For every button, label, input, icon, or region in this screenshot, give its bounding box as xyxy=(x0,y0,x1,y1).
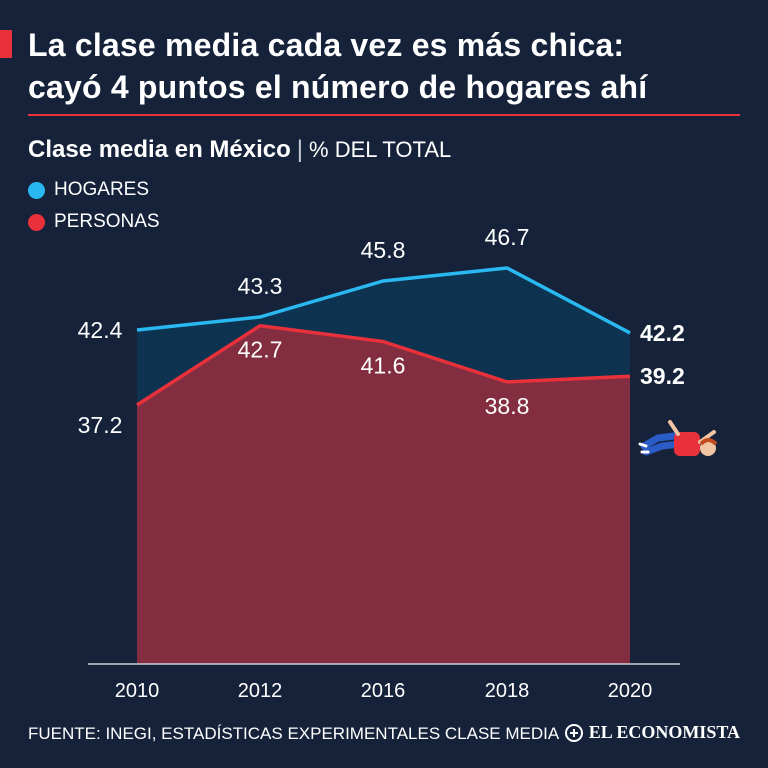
data-label-hogares-2010: 42.4 xyxy=(78,317,123,343)
data-label-personas-2018: 38.8 xyxy=(485,393,530,419)
chart-title: Clase media en México xyxy=(28,136,291,163)
area-personas xyxy=(137,325,630,664)
title-divider xyxy=(28,114,740,116)
x-tick-label-2010: 2010 xyxy=(115,680,160,702)
line-personas xyxy=(136,323,631,407)
data-label-hogares-2012: 43.3 xyxy=(238,273,283,299)
legend-dot-personas xyxy=(28,213,45,231)
headline-line-1: La clase media cada vez es más chica: xyxy=(28,27,625,63)
title-accent-bar xyxy=(0,30,12,58)
data-label-hogares-2020: 42.2 xyxy=(640,320,685,346)
legend: HOGARES PERSONAS xyxy=(28,174,160,238)
chart-subtitle: Clase media en México |% DEL TOTAL xyxy=(28,136,451,164)
subtitle-separator: | xyxy=(296,136,304,163)
brand-name: EL ECONOMISTA xyxy=(588,722,740,742)
headline-line-2: cayó 4 puntos el número de hogares ahí xyxy=(28,69,648,105)
legend-label-hogares: HOGARES xyxy=(54,179,150,200)
brand-mark-icon xyxy=(564,723,583,742)
legend-label-personas: PERSONAS xyxy=(54,211,160,232)
x-tick-label-2020: 2020 xyxy=(608,680,653,702)
line-hogares xyxy=(136,266,631,335)
x-tick-label-2018: 2018 xyxy=(485,680,530,702)
headline: La clase media cada vez es más chica: ca… xyxy=(28,24,758,108)
data-label-personas-2010: 37.2 xyxy=(78,412,123,438)
data-label-personas-2016: 41.6 xyxy=(361,353,406,379)
data-label-personas-2020: 39.2 xyxy=(640,363,685,389)
brand-logo: EL ECONOMISTA xyxy=(564,722,740,743)
legend-item-personas: PERSONAS xyxy=(28,206,160,238)
data-label-personas-2012: 42.7 xyxy=(238,337,283,363)
data-label-hogares-2016: 45.8 xyxy=(361,237,406,263)
data-label-hogares-2018: 46.7 xyxy=(485,224,530,250)
falling-person-icon xyxy=(638,420,718,456)
x-tick-label-2012: 2012 xyxy=(238,680,283,702)
area-hogares xyxy=(137,268,630,405)
legend-item-hogares: HOGARES xyxy=(28,174,160,206)
x-tick-label-2016: 2016 xyxy=(361,680,406,702)
legend-dot-hogares xyxy=(28,181,45,199)
chart-unit: % DEL TOTAL xyxy=(309,137,452,162)
source-note: FUENTE: INEGI, ESTADÍSTICAS EXPERIMENTAL… xyxy=(28,724,560,743)
